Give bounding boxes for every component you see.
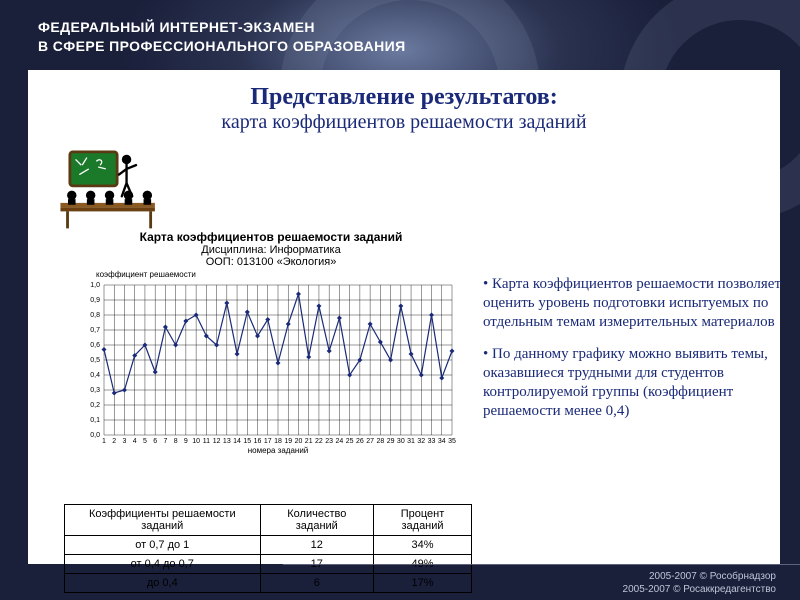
svg-text:14: 14 — [233, 438, 241, 445]
table-row: от 0,7 до 11234% — [65, 536, 472, 555]
svg-text:0,0: 0,0 — [90, 432, 100, 439]
svg-text:3: 3 — [123, 438, 127, 445]
svg-text:0,9: 0,9 — [90, 297, 100, 304]
svg-text:0,4: 0,4 — [90, 372, 100, 379]
chart-canvas: 0,00,10,20,30,40,50,60,70,80,91,01234567… — [76, 281, 456, 461]
svg-text:0,8: 0,8 — [90, 312, 100, 319]
svg-text:31: 31 — [407, 438, 415, 445]
svg-text:18: 18 — [274, 438, 282, 445]
svg-text:29: 29 — [387, 438, 395, 445]
svg-text:33: 33 — [428, 438, 436, 445]
svg-text:1: 1 — [102, 438, 106, 445]
svg-text:19: 19 — [284, 438, 292, 445]
svg-text:9: 9 — [184, 438, 188, 445]
svg-text:26: 26 — [356, 438, 364, 445]
svg-text:24: 24 — [336, 438, 344, 445]
footer-line-1: 2005-2007 © Рособрнадзор — [623, 570, 776, 583]
header-line-2: В СФЕРЕ ПРОФЕССИОНАЛЬНОГО ОБРАЗОВАНИЯ — [38, 37, 406, 56]
table-col-2: Процент заданий — [374, 505, 472, 536]
description-block: • Карта коэффициентов решаемости позволя… — [483, 275, 783, 434]
svg-text:35: 35 — [448, 438, 456, 445]
svg-text:11: 11 — [203, 438, 210, 445]
footer-line-2: 2005-2007 © Росаккредагентство — [623, 583, 776, 596]
svg-text:0,6: 0,6 — [90, 342, 100, 349]
svg-text:30: 30 — [397, 438, 405, 445]
svg-text:22: 22 — [315, 438, 323, 445]
svg-text:2: 2 — [112, 438, 116, 445]
svg-text:20: 20 — [295, 438, 303, 445]
title-sub: карта коэффициентов решаемости заданий — [28, 111, 780, 134]
title-main: Представление результатов: — [28, 84, 780, 111]
chart-subtitle-1: Дисциплина: Информатика — [76, 244, 466, 256]
chart-ylabel: коэффициент решаемости — [96, 270, 466, 279]
svg-text:25: 25 — [346, 438, 354, 445]
svg-text:7: 7 — [163, 438, 167, 445]
svg-text:16: 16 — [254, 438, 262, 445]
svg-text:номера заданий: номера заданий — [248, 446, 309, 455]
svg-text:17: 17 — [264, 438, 272, 445]
chart-subtitle-2: ООП: 013100 «Экология» — [76, 256, 466, 268]
svg-text:32: 32 — [417, 438, 425, 445]
svg-text:23: 23 — [325, 438, 333, 445]
header-line-1: ФЕДЕРАЛЬНЫЙ ИНТЕРНЕТ-ЭКЗАМЕН — [38, 18, 406, 37]
svg-text:13: 13 — [223, 438, 231, 445]
chart-block: Карта коэффициентов решаемости заданий Д… — [76, 230, 466, 461]
svg-text:1,0: 1,0 — [90, 282, 100, 289]
svg-text:0,5: 0,5 — [90, 357, 100, 364]
svg-text:8: 8 — [174, 438, 178, 445]
svg-text:6: 6 — [153, 438, 157, 445]
table-col-1: Количество заданий — [260, 505, 373, 536]
content-panel: Представление результатов: карта коэффиц… — [28, 70, 780, 564]
page-footer: 2005-2007 © Рособрнадзор 2005-2007 © Рос… — [623, 570, 776, 596]
title-block: Представление результатов: карта коэффиц… — [28, 70, 780, 134]
table-col-0: Коэффициенты решаемости заданий — [65, 505, 261, 536]
svg-text:28: 28 — [376, 438, 384, 445]
svg-text:4: 4 — [133, 438, 137, 445]
svg-text:10: 10 — [192, 438, 200, 445]
svg-text:15: 15 — [243, 438, 251, 445]
svg-text:12: 12 — [213, 438, 221, 445]
svg-text:21: 21 — [305, 438, 313, 445]
chart-caption: Карта коэффициентов решаемости заданий — [76, 230, 466, 244]
svg-text:27: 27 — [366, 438, 374, 445]
svg-text:5: 5 — [143, 438, 147, 445]
svg-text:0,1: 0,1 — [90, 417, 100, 424]
svg-text:0,2: 0,2 — [90, 402, 100, 409]
svg-text:34: 34 — [438, 438, 446, 445]
bullet-1: • Карта коэффициентов решаемости позволя… — [483, 275, 783, 331]
svg-text:0,7: 0,7 — [90, 327, 100, 334]
svg-text:0,3: 0,3 — [90, 387, 100, 394]
summary-table: Коэффициенты решаемости заданий Количест… — [64, 504, 472, 593]
bullet-2: • По данному графику можно выявить темы,… — [483, 345, 783, 420]
page-header: ФЕДЕРАЛЬНЫЙ ИНТЕРНЕТ-ЭКЗАМЕН В СФЕРЕ ПРО… — [38, 18, 406, 56]
classroom-icon — [58, 150, 163, 235]
table-row: до 0,4617% — [65, 574, 472, 593]
